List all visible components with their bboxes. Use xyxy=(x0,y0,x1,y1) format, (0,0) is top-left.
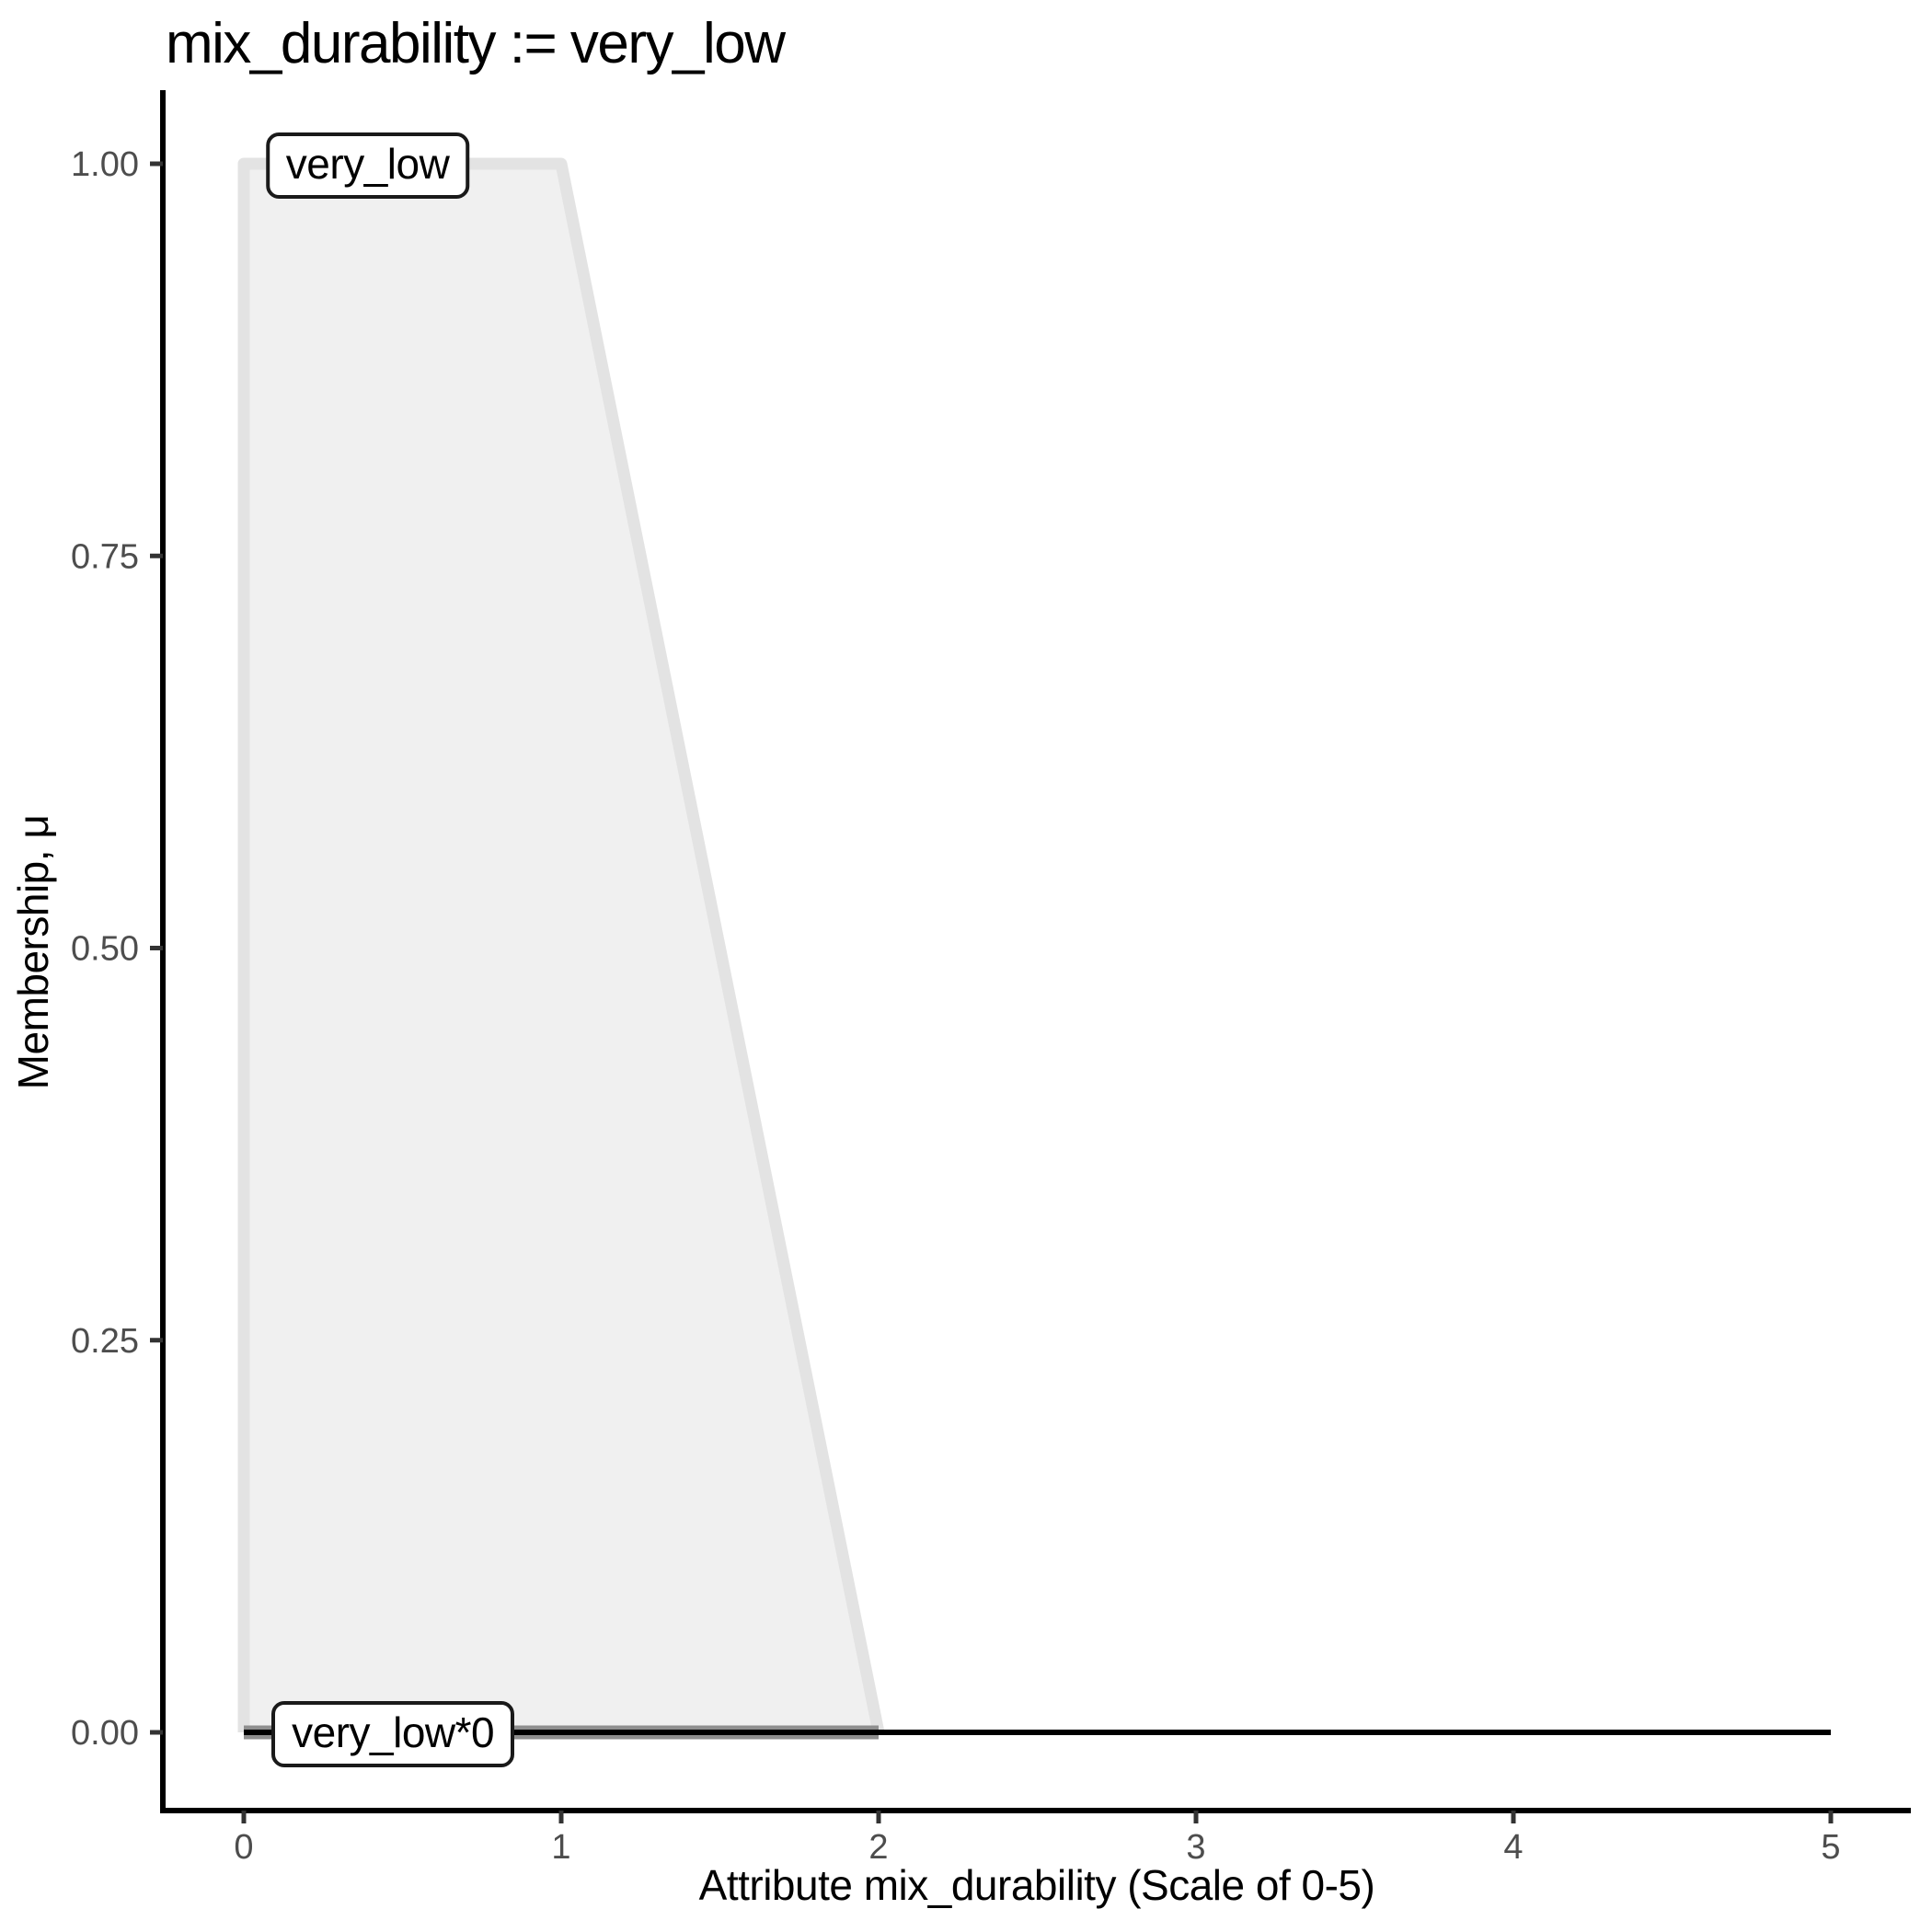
y-tick-label: 1.00 xyxy=(71,145,139,184)
plot-title: mix_durability := very_low xyxy=(166,12,786,75)
x-tick-label: 0 xyxy=(234,1828,253,1867)
membership-function-label: very_low xyxy=(265,132,470,199)
y-tick-label: 0.00 xyxy=(71,1714,139,1753)
x-tick-label: 2 xyxy=(868,1828,888,1867)
x-tick-label: 4 xyxy=(1503,1828,1523,1867)
activated-set-label: very_low*0 xyxy=(271,1701,515,1767)
y-tick-label: 0.25 xyxy=(71,1322,139,1361)
x-tick-label: 1 xyxy=(551,1828,570,1867)
y-tick-label: 0.50 xyxy=(71,930,139,969)
x-tick-label: 3 xyxy=(1186,1828,1205,1867)
y-tick-label: 0.75 xyxy=(71,537,139,576)
x-axis-title: Attribute mix_durability (Scale of 0-5) xyxy=(698,1861,1375,1909)
x-tick-label: 5 xyxy=(1821,1828,1840,1867)
very-low-membership-area xyxy=(244,164,879,1732)
y-axis-title: Membership, μ xyxy=(9,814,57,1090)
